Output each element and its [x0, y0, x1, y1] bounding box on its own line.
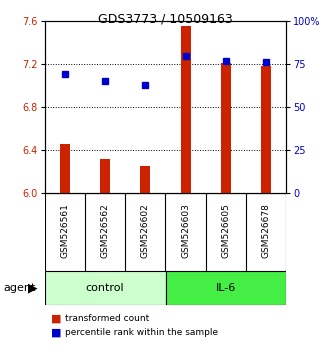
Text: agent: agent — [3, 283, 36, 293]
Text: ■: ■ — [51, 328, 62, 338]
Text: control: control — [86, 283, 124, 293]
Text: percentile rank within the sample: percentile rank within the sample — [65, 328, 218, 337]
Bar — [261, 66, 271, 193]
Bar — [221, 63, 231, 193]
Bar — [181, 26, 191, 193]
Text: ■: ■ — [51, 314, 62, 324]
Text: IL-6: IL-6 — [216, 283, 236, 293]
Bar — [45, 271, 166, 305]
Bar — [60, 144, 70, 193]
Text: GSM526561: GSM526561 — [60, 203, 69, 258]
Text: transformed count: transformed count — [65, 314, 149, 323]
Text: GSM526605: GSM526605 — [221, 203, 230, 258]
Bar — [100, 159, 110, 193]
Text: GSM526602: GSM526602 — [141, 203, 150, 258]
Text: GSM526603: GSM526603 — [181, 203, 190, 258]
Bar — [140, 166, 150, 193]
Text: GSM526562: GSM526562 — [101, 203, 110, 258]
Text: ▶: ▶ — [28, 281, 38, 295]
Text: GSM526678: GSM526678 — [262, 203, 271, 258]
Text: GDS3773 / 10509163: GDS3773 / 10509163 — [98, 12, 233, 25]
Bar — [166, 271, 286, 305]
